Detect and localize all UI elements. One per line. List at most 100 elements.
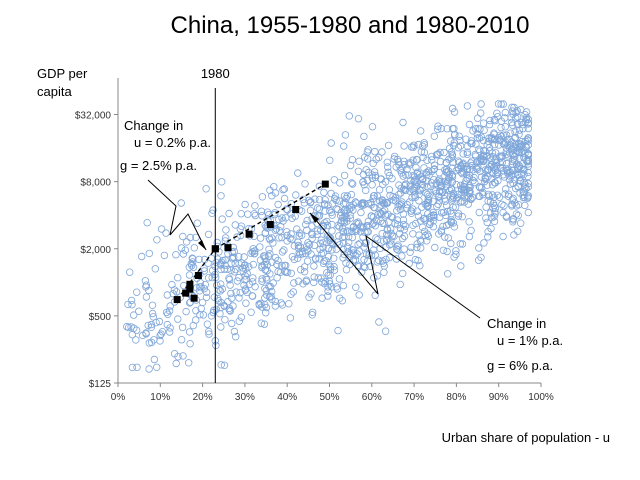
cloud-point [396,224,405,233]
cloud-point [294,277,303,285]
cloud-point [509,216,517,224]
cloud-point [524,183,532,191]
cloud-point [438,182,446,190]
x-tick-label: 40% [277,392,297,403]
cloud-point [179,352,187,360]
cloud-point [257,299,265,308]
cloud-point [283,237,291,245]
cloud-point [381,327,390,335]
cloud-point [514,227,522,235]
cloud-point [504,166,512,175]
cloud-point [431,243,439,252]
cloud-point [278,214,286,222]
cloud-point [196,278,204,287]
cloud-point [301,180,309,188]
cloud-point [298,231,306,239]
cloud-point [479,119,488,127]
cloud-point [477,109,485,117]
cloud-point [484,227,492,236]
cloud-point [463,192,472,200]
cloud-point [393,216,401,224]
cloud-point [127,296,136,305]
cloud-point [447,154,455,162]
cloud-point [475,208,483,217]
cloud-point [414,256,422,265]
cloud-point [290,255,298,264]
cloud-point [147,320,156,329]
cloud-point [490,115,498,124]
cloud-point [441,177,450,186]
china-1980-2010-point [292,206,300,213]
cloud-point [479,146,488,155]
cloud-point [474,256,483,264]
y-axis-label-line-2: capita [37,84,72,99]
cloud-point [148,309,157,318]
cloud-point [328,246,336,254]
cloud-point [311,195,319,203]
cloud-point [174,315,182,323]
cloud-point [483,141,491,149]
cloud-point [346,214,355,222]
cloud-point [524,151,532,160]
cloud-point [335,197,343,205]
cloud-point [216,287,225,295]
cloud-point [278,301,286,309]
cloud-point [332,196,340,204]
cloud-point [157,225,166,233]
cloud-point [449,203,457,211]
cloud-point [129,311,138,319]
cloud-point [310,262,318,270]
x-tick-label: 20% [193,392,213,403]
x-tick-label: 90% [489,392,509,403]
cloud-point [181,246,189,254]
cloud-point [204,327,213,336]
cloud-point [251,247,259,255]
cloud-point [445,220,453,229]
cloud-point [349,180,357,188]
cloud-point [369,213,378,221]
cloud-point [204,274,213,282]
cloud-point [212,281,221,289]
cloud-point [456,181,465,190]
cloud-point [444,168,452,176]
annotation-right-arrow [309,212,481,319]
cloud-point [227,289,235,298]
cloud-point [360,132,368,141]
cloud-point [250,209,258,218]
cloud-point [310,278,318,287]
cloud-point [187,259,195,268]
cloud-point [369,194,377,203]
cloud-point [379,207,387,216]
cloud-point [447,216,455,224]
cloud-point [426,213,434,222]
cloud-point [397,189,405,197]
cloud-point [400,245,408,253]
cloud-point [517,105,525,114]
cloud-point [441,211,450,220]
cloud-point [380,268,388,276]
cloud-point [458,169,466,178]
cloud-point [270,182,278,191]
cloud-point [302,277,310,286]
cloud-point [268,191,276,200]
cloud-point [216,260,225,268]
cloud-point [233,233,241,241]
cloud-point [340,192,349,200]
annotation-left: Change in u = 0.2% p.a. g = 2.5% p.a. [120,118,211,251]
cloud-point [347,203,355,212]
cloud-point [386,241,394,249]
cloud-point [314,274,322,282]
cloud-point [447,218,455,227]
cloud-point [473,134,482,142]
cloud-point [368,171,376,179]
cloud-point [343,192,351,200]
cloud-point [403,200,411,209]
cloud-point [494,100,503,108]
china-trajectory [173,180,329,304]
cloud-point [197,304,205,313]
cloud-point [465,173,473,182]
cloud-point [440,191,449,199]
cloud-point [283,228,291,236]
cloud-point [491,149,500,157]
cloud-point [169,290,177,298]
